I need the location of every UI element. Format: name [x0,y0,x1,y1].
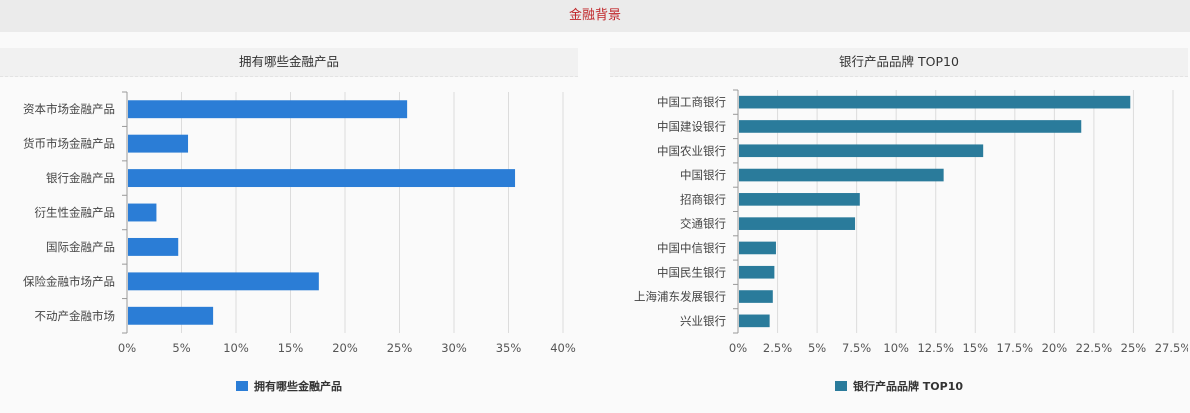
category-label: 兴业银行 [680,314,726,328]
bar [739,193,860,206]
x-tick-label: 25% [1121,341,1147,355]
chart-panel-banks: 银行产品品牌 TOP10 0% 2.5% 5% 7.5% 10% 12.5% 15% 17.5… [610,48,1188,413]
legend-banks[interactable]: 银行产品品牌 TOP10 [610,378,1188,394]
banks-bar-chart: 0% 2.5% 5% 7.5% 10% 12.5% 15% 17.5% 20% 22.5% 25% 2… [634,89,1188,355]
legend-swatch [834,381,847,391]
bar [128,134,189,153]
category-label: 中国建设银行 [657,119,726,133]
page-header: 金融背景 [0,0,1190,32]
legend-swatch [236,381,248,391]
category-label: 上海浦东发展银行 [634,290,726,304]
x-tick-label: 22.5% [1076,341,1113,355]
category-label: 国际金融产品 [46,240,115,254]
category-label: 货币市场金融产品 [23,137,115,151]
category-label: 中国农业银行 [657,144,726,158]
x-tick-label: 0% [118,341,136,355]
x-tick-label: 12.5% [917,341,954,355]
x-tick-label: 0% [729,341,747,355]
bar [128,100,408,119]
bar [739,217,856,230]
x-tick-label: 5% [808,341,826,355]
bar [739,144,984,158]
x-tick-label: 10% [883,341,909,355]
legend-products[interactable]: 拥有哪些金融产品 [0,378,578,394]
bar [128,237,179,256]
x-tick-label: 27.5% [1155,341,1188,355]
x-tick-label: 10% [223,341,249,355]
legend-label: 拥有哪些金融产品 [254,380,342,393]
bar [739,120,1082,133]
x-tick-label: 7.5% [842,341,871,355]
x-tick-label: 15% [962,341,988,355]
category-label: 保险金融市场产品 [23,274,115,288]
category-label: 不动产金融市场 [35,309,116,323]
category-label: 资本市场金融产品 [23,102,115,116]
bar [739,314,770,328]
x-tick-label: 15% [278,341,304,355]
x-tick-label: 5% [172,341,190,355]
x-tick-label: 17.5% [997,341,1034,355]
category-label: 衍生性金融产品 [35,206,116,220]
bar [739,241,776,255]
bar [739,265,775,279]
bar [128,169,516,188]
x-tick-label: 20% [332,341,358,355]
bar [128,306,214,325]
bar [739,168,944,182]
category-label: 中国中信银行 [657,241,726,255]
x-tick-label: 35% [496,341,522,355]
products-bar-chart: 0% 5% 10% 15% 20% 25% 30% 35% 40% 资本市场金融产品货币市场金融产… [23,91,576,355]
category-label: 中国工商银行 [657,95,726,109]
bar [128,272,319,291]
category-label: 招商银行 [680,192,726,206]
x-tick-label: 25% [387,341,413,355]
legend-label: 银行产品品牌 TOP10 [852,380,964,393]
category-label: 交通银行 [680,217,726,231]
category-label: 中国民生银行 [657,265,726,279]
category-label: 银行金融产品 [46,171,115,185]
panel-title-banks: 银行产品品牌 TOP10 [610,48,1188,77]
chart-panel-products: 拥有哪些金融产品 0% 5% 10% 15% 20% 25% 30% 35% 40% 资本市场金融… [0,48,578,413]
x-tick-label: 30% [441,341,467,355]
panel-title-products: 拥有哪些金融产品 [0,48,578,77]
bar [739,290,773,303]
bar [739,95,1131,109]
category-label: 中国银行 [680,168,726,182]
page-title: 金融背景 [568,8,621,23]
bar [128,203,157,222]
x-tick-label: 40% [550,341,576,355]
x-tick-label: 2.5% [763,341,792,355]
x-tick-label: 20% [1042,341,1068,355]
